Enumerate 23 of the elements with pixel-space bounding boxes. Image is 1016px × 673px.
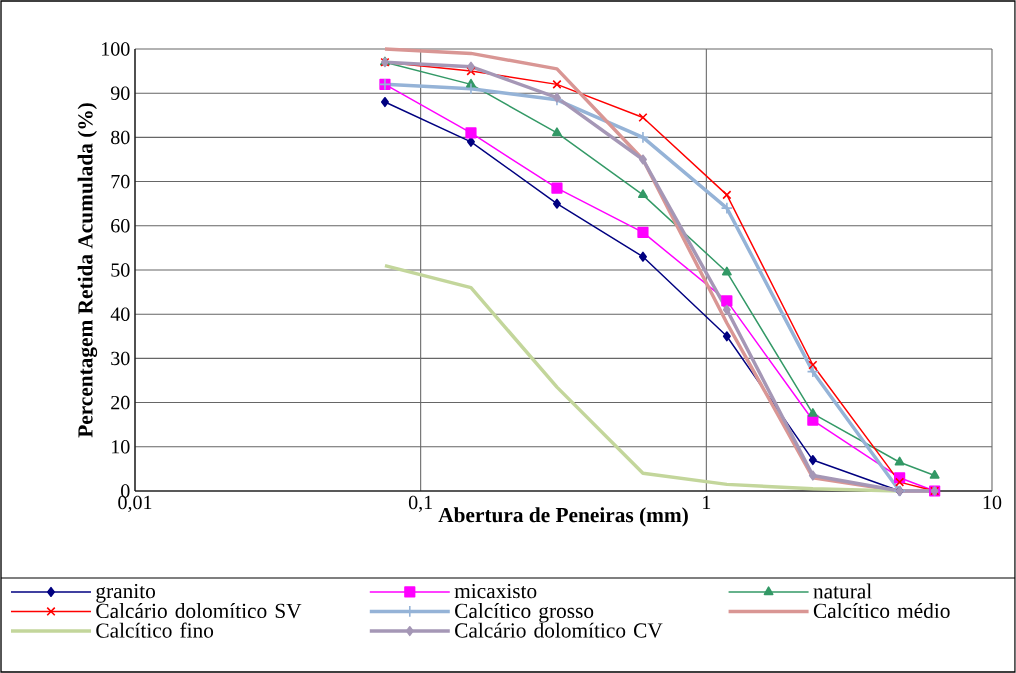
y-tick-label: 60 — [111, 219, 130, 233]
legend-label: Calcítico médio — [813, 603, 950, 619]
legend-label: Calcítico grosso — [455, 603, 594, 623]
legend-label: granito — [96, 583, 156, 603]
x-tick-label: 0,1 — [408, 495, 432, 513]
y-axis-title: Percentagem Retida Acumulada (%) — [77, 103, 98, 438]
legend-label: Calcário dolomítico CV — [455, 622, 663, 638]
x-axis-title: Abertura de Peneiras (mm) — [438, 507, 688, 527]
y-tick-label: 100 — [102, 42, 130, 56]
y-tick-label: 70 — [111, 174, 130, 189]
legend-label: Calcítico fino — [96, 622, 214, 638]
x-tick-label: 10 — [983, 495, 1002, 510]
legend-label: Calcário dolomítico SV — [96, 603, 302, 619]
y-tick-label: 90 — [110, 86, 130, 100]
y-tick-label: 50 — [111, 263, 130, 277]
y-tick-label: 10 — [112, 440, 130, 454]
legend-label: natural — [813, 583, 872, 599]
y-tick-label: 80 — [111, 130, 130, 145]
x-tick-label: 1 — [703, 495, 711, 509]
legend-label: micaxisto — [454, 583, 537, 599]
y-tick-label: 40 — [110, 307, 130, 321]
y-tick-label: 20 — [111, 395, 130, 410]
y-tick-label: 30 — [111, 351, 130, 366]
